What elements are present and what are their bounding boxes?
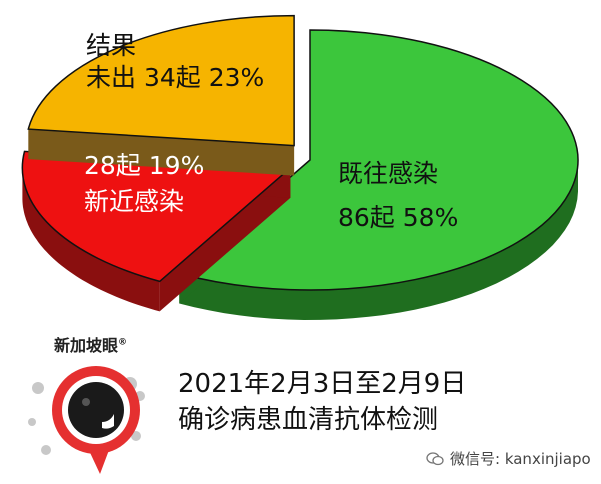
label-results-pending: 结果 未出 34起 23%	[86, 30, 264, 94]
slice-results-pending-top	[27, 14, 295, 147]
slice-recent-infection-edge-0	[159, 167, 291, 312]
eye-lens-logo-icon	[28, 366, 145, 474]
wechat-icon	[426, 451, 444, 466]
slice-results-pending-edge-0	[28, 129, 295, 176]
logo: 新加坡眼®	[18, 318, 178, 478]
logo-text: 新加坡眼®	[54, 336, 128, 355]
label-results-pending-line2: 未出 34起 23%	[86, 63, 265, 92]
label-prior-infection-name: 既往感染	[338, 159, 439, 188]
slice-prior-infection-side	[179, 161, 579, 320]
slice-recent-infection	[21, 150, 293, 312]
wechat-watermark: 微信号: kanxinjiapo	[426, 448, 591, 469]
label-results-pending-line1: 结果	[86, 31, 137, 60]
slice-results-pending	[27, 14, 295, 176]
caption-date-range: 2021年2月3日至2月9日	[178, 369, 467, 399]
wechat-id: 微信号: kanxinjiapo	[450, 450, 591, 468]
label-recent-infection-value: 28起 19%	[84, 151, 205, 180]
slice-recent-infection-top	[21, 150, 293, 283]
label-recent-infection: 28起 19% 新近感染	[84, 150, 204, 218]
caption-description: 确诊病患血清抗体检测	[178, 405, 439, 435]
registered-mark: ®	[118, 337, 128, 348]
slice-recent-infection-side	[22, 166, 160, 312]
pie-chart	[21, 14, 579, 320]
chart-caption: 2021年2月3日至2月9日 确诊病患血清抗体检测	[178, 366, 466, 438]
label-recent-infection-name: 新近感染	[84, 187, 185, 216]
label-prior-infection-value: 86起 58%	[338, 203, 459, 232]
label-prior-infection: 既往感染 86起 58%	[338, 158, 458, 234]
slice-prior-infection-top	[177, 29, 579, 291]
